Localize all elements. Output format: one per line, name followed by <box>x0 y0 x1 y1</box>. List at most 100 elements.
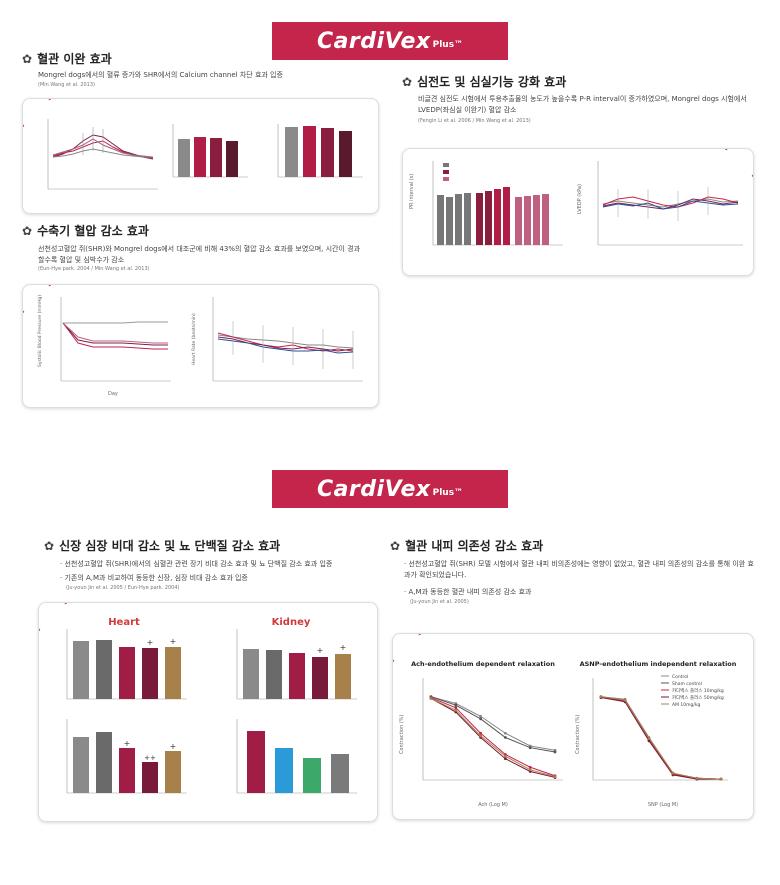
data-point <box>599 695 603 699</box>
ach-line-chart <box>422 678 563 781</box>
legend-item: AM 10mg/kg <box>661 702 700 708</box>
kidney-bar-chart: + + <box>236 629 357 700</box>
paw-icon: ✿ <box>22 224 33 238</box>
bp-charts: Systolic Blood Pressure (mmHg) Day Heart… <box>37 295 363 397</box>
section-cite-vasorelaxation: (Min Wang et al. 2013) <box>38 82 95 88</box>
section-cite-endothelium: (Ju-youn Jin et al. 2005) <box>410 599 469 605</box>
paw-icon: ✿ <box>402 75 413 89</box>
data-point <box>504 731 507 735</box>
pr-interval-bar-chart: PR interval (s) <box>409 161 563 246</box>
data-point <box>479 731 482 735</box>
ach-chart-title: Ach-endothelium dependent relaxation <box>411 660 555 668</box>
section-desc-vasorelaxation: Mongrel dogs에서의 혈류 증가와 SHR에서의 Calcium ch… <box>38 71 283 79</box>
ach-xlabel: Ach (Log M) <box>478 802 508 808</box>
data-point <box>719 777 723 781</box>
svg-text:+: + <box>147 638 154 647</box>
series-line <box>430 697 556 777</box>
data-point <box>623 698 627 702</box>
card-endothelium: Ach-endothelium dependent relaxation ASN… <box>392 633 754 820</box>
data-point <box>528 746 532 750</box>
urinary-protein-bar-chart-1: + ++ + <box>66 719 187 794</box>
endo-legend: Control Sham control 카디벡스 플러스 10mg/kg 카디… <box>661 674 724 708</box>
vaso-bar-chart-2 <box>277 124 363 178</box>
svg-text:+: + <box>170 742 177 751</box>
heart-chart-title: Heart <box>108 617 140 628</box>
data-point <box>671 771 675 775</box>
card-vasorelaxation <box>22 98 379 214</box>
urinary-protein-bar-chart-2 <box>236 719 357 794</box>
section-bullet-1: · 선천성고혈압 쥐(SHR)에서의 심혈관 관련 장기 비대 감소 효과 및 … <box>60 560 333 568</box>
svg-text:카디벡스 플러스 50mg/kg: 카디벡스 플러스 50mg/kg <box>672 694 724 701</box>
data-point <box>647 736 651 740</box>
lvedp-line-chart: LVEDP (kPa) <box>577 161 743 246</box>
pr-ylabel: PR interval (s) <box>409 174 415 209</box>
bp-ylabel: Systolic Blood Pressure (mmHg) <box>37 295 43 367</box>
data-point <box>553 750 557 754</box>
paw-icon: ✿ <box>22 52 33 66</box>
series-line <box>600 696 722 780</box>
section-title-endothelium: ✿ 혈관 내피 의존성 감소 효과 <box>390 539 544 553</box>
series-line <box>600 697 722 780</box>
card-ecg: PR interval (s) LVEDP (kPa) <box>402 148 754 276</box>
data-point <box>504 757 507 761</box>
section-title-vasorelaxation: ✿ 혈관 이완 효과 <box>22 52 112 66</box>
vaso-bar-chart-1 <box>172 124 248 178</box>
data-point <box>528 768 532 772</box>
svg-text:+: + <box>170 637 177 646</box>
section-cite-ecg: (Fengin Li et al. 2006 / Min Wang et al.… <box>418 118 531 124</box>
ach-ylabel: Contraction (%) <box>399 715 405 754</box>
data-point <box>553 775 557 778</box>
svg-text:Control: Control <box>672 674 688 680</box>
data-point <box>528 765 532 769</box>
hr-ylabel: Heart Rate (beats/min) <box>191 313 197 365</box>
section-title-organ-hypertrophy: ✿ 신장 심장 비대 감소 및 뇨 단백질 감소 효과 <box>44 539 281 553</box>
data-point <box>454 703 458 707</box>
series-line <box>600 697 721 780</box>
brand-name: CardiVex <box>316 476 431 502</box>
svg-text:++: ++ <box>144 754 156 762</box>
section-bullet-2: · A,M과 동등한 혈관 내피 의존성 감소 효과 <box>404 588 532 596</box>
data-point <box>479 714 482 718</box>
series-line <box>430 697 556 778</box>
legend-item: Sham control <box>661 681 702 687</box>
paw-icon: ✿ <box>390 539 401 553</box>
data-point <box>504 754 507 758</box>
series-line <box>600 696 722 780</box>
brand-banner-bottom: CardiVex Plus™ <box>272 470 508 508</box>
section-title-blood-pressure: ✿ 수축기 혈압 감소 효과 <box>22 224 149 238</box>
section-cite-organ: (Ju-youn Jin et al. 2005 / Eun-Hye park.… <box>66 585 180 591</box>
bp-xlabel: Day <box>108 391 118 397</box>
kidney-chart-title: Kidney <box>272 617 311 628</box>
brand-name: CardiVex <box>316 28 431 54</box>
heart-bar-chart: + + <box>66 629 187 700</box>
svg-text:+: + <box>124 739 131 748</box>
endo-charts: Ach-endothelium dependent relaxation ASN… <box>399 660 737 808</box>
svg-text:카디벡스 플러스 10mg/kg: 카디벡스 플러스 10mg/kg <box>672 687 724 694</box>
section-cite-blood-pressure: (Eun-Hye park. 2004 / Min Wang et al. 20… <box>38 266 150 272</box>
data-point <box>454 706 458 710</box>
svg-text:+: + <box>317 646 324 655</box>
brand-suffix: Plus™ <box>432 40 464 50</box>
vaso-line-chart <box>47 119 158 190</box>
legend-item: 카디벡스 플러스 50mg/kg <box>661 694 724 701</box>
organ-charts: Heart Kidney + + + + <box>66 617 357 794</box>
snp-line-chart <box>592 678 728 781</box>
section-title-ecg: ✿ 심전도 및 심실기능 강화 효과 <box>402 75 567 89</box>
svg-text:+: + <box>340 643 347 652</box>
series-line <box>430 696 556 751</box>
data-point <box>479 734 482 738</box>
snp-chart-title: ASNP-endothelium independent relaxation <box>580 660 737 668</box>
ecg-charts: PR interval (s) LVEDP (kPa) <box>409 161 743 246</box>
brand-banner-top: CardiVex Plus™ <box>272 22 508 60</box>
section-desc-blood-pressure: 선천성고혈압 쥐(SHR)와 Mongrel dogs에서 대조군에 비해 43… <box>38 245 361 264</box>
svg-text:Sham control: Sham control <box>672 681 702 687</box>
section-bullet-2: · 기존의 A,M과 비교하여 동등한 신장, 심장 비대 감소 효과 입증 <box>60 574 248 582</box>
data-point <box>479 717 482 721</box>
card-blood-pressure: Systolic Blood Pressure (mmHg) Day Heart… <box>22 284 379 408</box>
snp-xlabel: SNP (Log M) <box>648 802 678 808</box>
sbp-line-chart: Systolic Blood Pressure (mmHg) Day <box>37 295 171 397</box>
section-desc-ecg: 비글견 심전도 시험에서 투용추출물의 농도가 높을수록 P-R interva… <box>418 95 747 114</box>
data-point <box>454 708 458 712</box>
heart-rate-line-chart: Heart Rate (beats/min) <box>191 297 363 382</box>
series-line <box>430 697 556 778</box>
